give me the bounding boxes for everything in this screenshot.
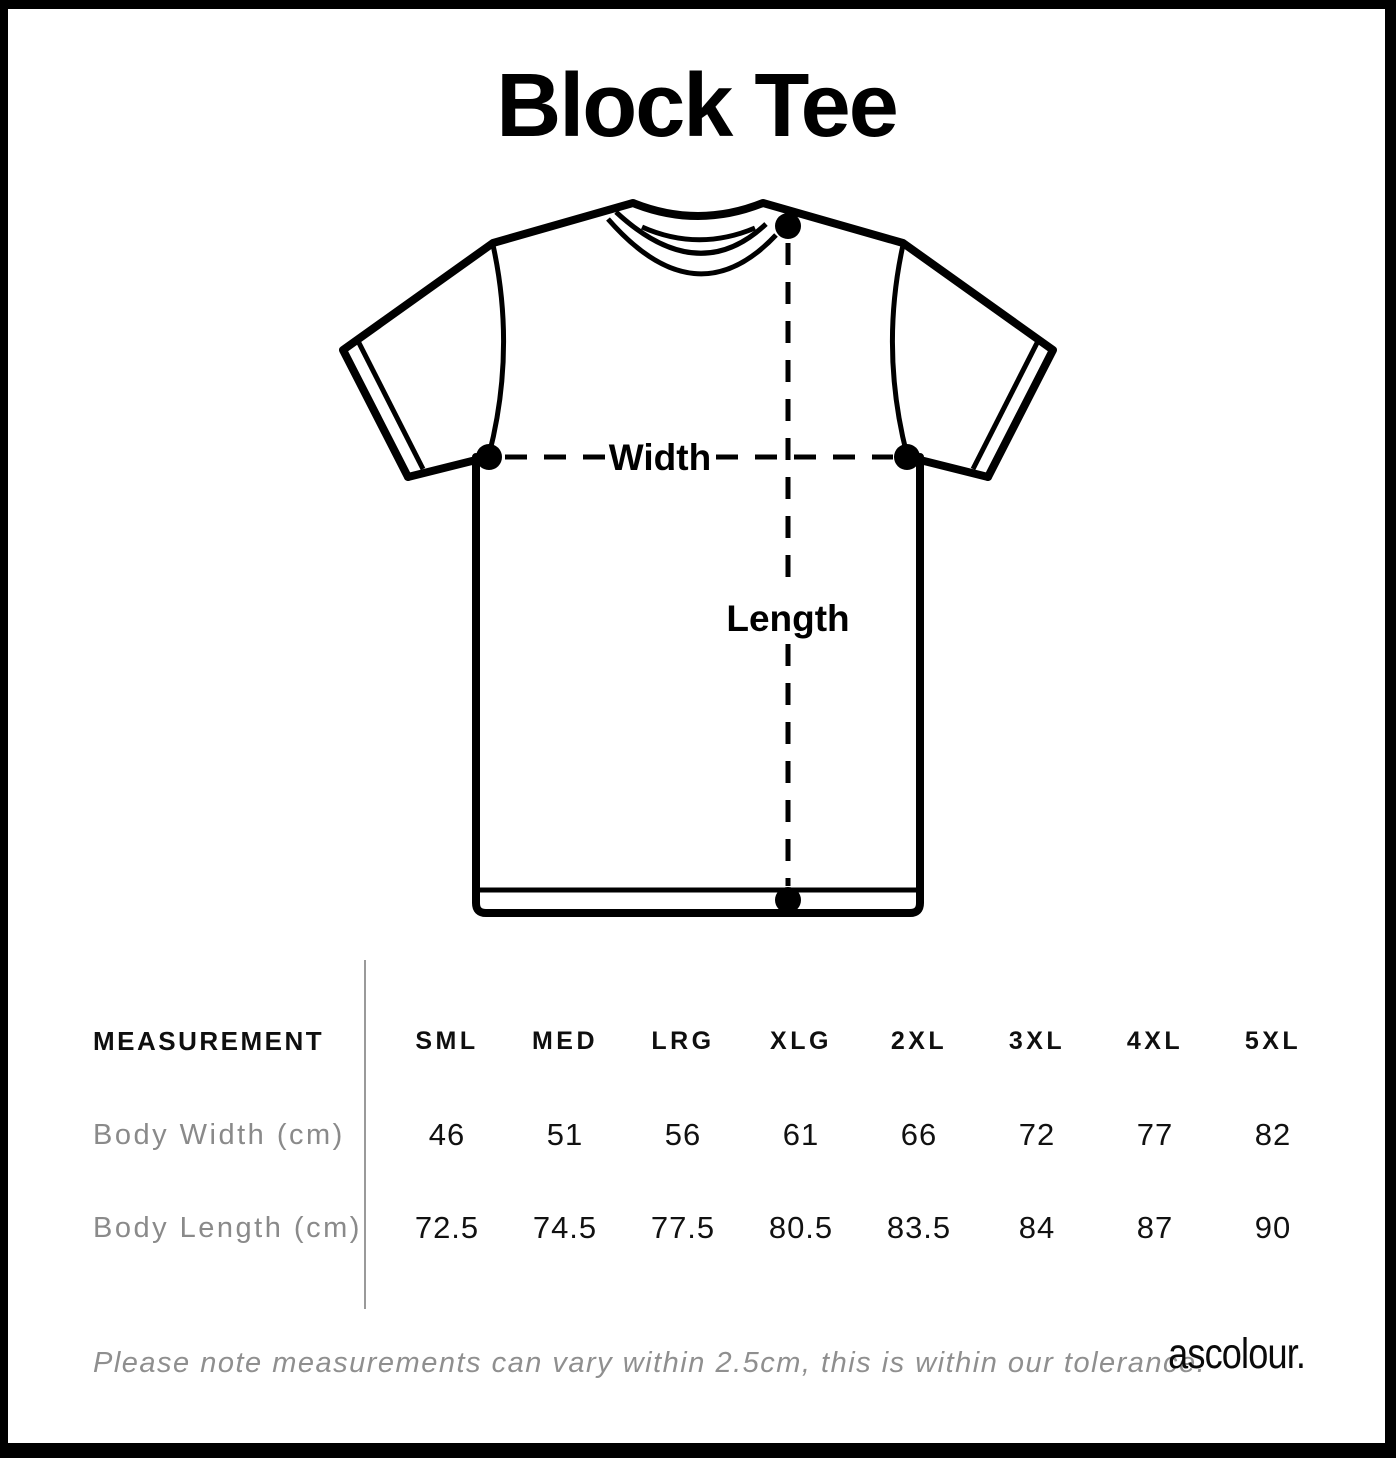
size-header-2xl: 2XL <box>890 1026 948 1055</box>
left-armhole-seam <box>486 244 507 456</box>
table-divider <box>364 960 366 1309</box>
body-width-lrg: 56 <box>664 1117 702 1152</box>
right-armhole-seam <box>889 244 910 456</box>
body-width-sml: 46 <box>428 1117 466 1152</box>
tshirt-diagram: Width Length <box>339 199 1057 917</box>
left-cuff-line <box>355 339 426 471</box>
body-length-sml: 72.5 <box>414 1210 480 1245</box>
collar-inner-arc <box>614 210 768 256</box>
body-width-2xl: 66 <box>900 1117 938 1152</box>
size-header-3xl: 3XL <box>1008 1026 1066 1055</box>
left-underarm-seam <box>404 454 488 481</box>
width-label: Width <box>609 437 711 478</box>
body-length-2xl: 83.5 <box>886 1210 952 1245</box>
table-header-row: MEASUREMENT SML MED LRG XLG 2XL 3XL 4XL … <box>93 1021 1332 1061</box>
brand-logo: ascolour. <box>1167 1330 1306 1378</box>
body-length-xlg: 80.5 <box>768 1210 834 1245</box>
row-label-body-width: Body Width (cm) <box>93 1118 345 1151</box>
body-width-5xl: 82 <box>1254 1117 1292 1152</box>
collar-dot <box>775 213 801 239</box>
body-width-med: 51 <box>546 1117 584 1152</box>
table-row-body-length: Body Length (cm) 72.5 74.5 77.5 80.5 83.… <box>93 1208 1332 1248</box>
collar-outer-arc <box>606 217 778 277</box>
body-width-xlg: 61 <box>782 1117 820 1152</box>
right-armpit-dot <box>894 444 920 470</box>
page-title: Block Tee <box>496 56 899 156</box>
body-width-3xl: 72 <box>1018 1117 1056 1152</box>
body-length-lrg: 77.5 <box>650 1210 716 1245</box>
size-header-med: MED <box>531 1026 599 1055</box>
tshirt-outline <box>339 199 1057 481</box>
body-width-4xl: 77 <box>1136 1117 1174 1152</box>
row-label-body-length: Body Length (cm) <box>93 1211 362 1244</box>
tolerance-note: Please note measurements can vary within… <box>93 1347 1207 1379</box>
size-header-5xl: 5XL <box>1244 1026 1302 1055</box>
hem-dot <box>775 887 801 913</box>
table-row-body-width: Body Width (cm) 46 51 56 61 66 72 77 82 <box>93 1115 1332 1155</box>
size-header-sml: SML <box>415 1026 479 1055</box>
right-underarm-seam <box>908 454 992 481</box>
size-header-4xl: 4XL <box>1126 1026 1184 1055</box>
length-label: Length <box>726 598 849 639</box>
body-length-med: 74.5 <box>532 1210 598 1245</box>
tshirt-body <box>472 453 924 917</box>
body-length-4xl: 87 <box>1136 1210 1174 1245</box>
measurement-lines <box>505 243 893 886</box>
right-cuff-line <box>970 339 1041 471</box>
body-length-5xl: 90 <box>1254 1210 1292 1245</box>
size-header-lrg: LRG <box>651 1026 715 1055</box>
left-armpit-dot <box>476 444 502 470</box>
measurement-dots <box>476 213 920 913</box>
size-header-xlg: XLG <box>770 1026 832 1055</box>
collar-backneck-arc <box>640 224 756 243</box>
measurement-header: MEASUREMENT <box>93 1025 325 1056</box>
body-length-3xl: 84 <box>1018 1210 1056 1245</box>
